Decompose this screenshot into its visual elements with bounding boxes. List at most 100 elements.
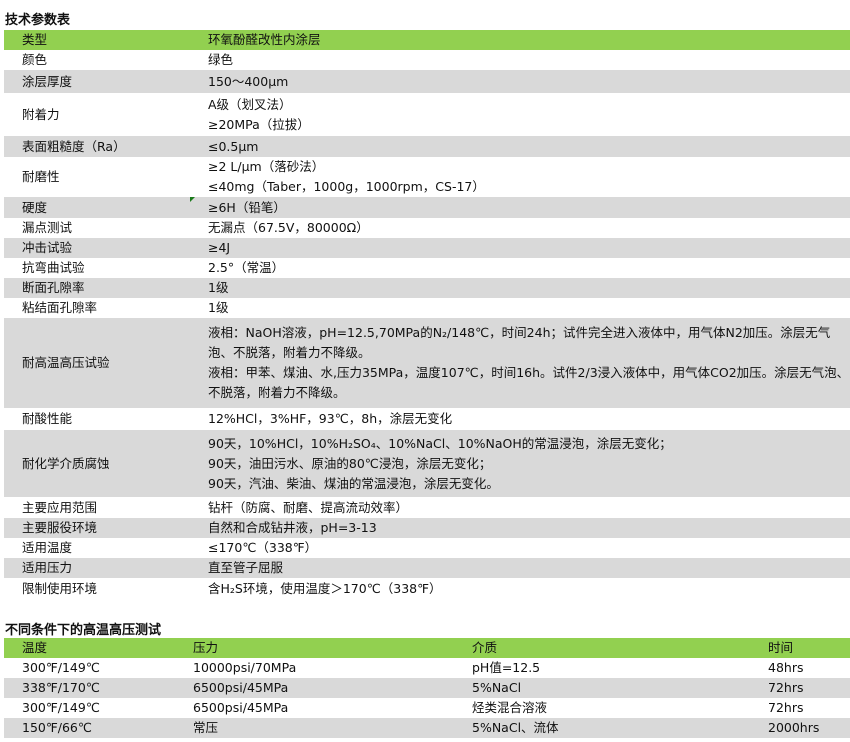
table-row: 限制使用环境 含H₂S环境，使用温度＞170℃（338℉） (4, 578, 850, 599)
param-value: ≥6H（铅笔） (208, 197, 850, 218)
param-value: ≤170℃（338℉） (208, 538, 850, 558)
param-value: 90天，10%HCl，10%H₂SO₄、10%NaCl、10%NaOH的常温浸泡… (208, 430, 850, 497)
table-row: 粘结面孔隙率 1级 (4, 298, 850, 318)
table-row: 主要应用范围 钻杆（防腐、耐磨、提高流动效率） (4, 497, 850, 518)
table-cell: 6500psi/45MPa (193, 698, 472, 718)
table-header-row: 类型 环氧酚醛改性内涂层 (4, 30, 850, 50)
param-label: 适用压力 (4, 558, 208, 578)
table-row: 耐酸性能 12%HCl，3%HF，93℃，8h，涂层无变化 (4, 408, 850, 430)
table-row: 抗弯曲试验 2.5°（常温） (4, 258, 850, 278)
param-label: 主要服役环境 (4, 518, 208, 538)
param-value: 自然和合成钻井液，pH=3-13 (208, 518, 850, 538)
table-row: 颜色 绿色 (4, 50, 850, 70)
value-line: ≤170℃（338℉） (208, 540, 318, 555)
value-line: 150～400μm (208, 73, 289, 89)
param-value: ≤0.5μm (208, 136, 850, 157)
table-header-row: 温度 压力 介质 时间 (4, 638, 850, 658)
value-line: ≤0.5μm (208, 138, 259, 154)
param-label: 硬度 (4, 197, 208, 218)
header-cell: 介质 (472, 638, 768, 658)
table-row: 耐高温高压试验 液相：NaOH溶液，pH=12.5,70MPa的N₂/148℃，时… (4, 318, 850, 408)
table-row: 硬度 ≥6H（铅笔） (4, 197, 850, 218)
value-line: 含H₂S环境，使用温度＞170℃（338℉） (208, 580, 442, 596)
value-line: 1级 (208, 280, 229, 295)
table-cell: pH值=12.5 (472, 658, 768, 678)
table-cell: 48hrs (768, 658, 850, 678)
param-label: 断面孔隙率 (4, 278, 208, 298)
table-cell: 6500psi/45MPa (193, 678, 472, 698)
table-cell: 150℉/66℃ (4, 718, 193, 738)
value-line: 绿色 (208, 52, 234, 67)
value-line: ≤40mg（Taber，1000g，1000rpm，CS-17） (208, 179, 485, 194)
value-line: 90天，汽油、柴油、煤油的常温浸泡，涂层无变化。 (208, 475, 499, 491)
table-cell: 300℉/149℃ (4, 698, 193, 718)
table-cell: 72hrs (768, 698, 850, 718)
table-cell: 300℉/149℃ (4, 658, 193, 678)
table-cell: 5%NaCl (472, 678, 768, 698)
table-cell: 烃类混合溶液 (472, 698, 768, 718)
value-line: 自然和合成钻井液，pH=3-13 (208, 520, 377, 535)
table-cell: 72hrs (768, 678, 850, 698)
value-line: 无漏点（67.5V，80000Ω） (208, 220, 369, 235)
table-row: 涂层厚度 150～400μm (4, 70, 850, 93)
header-cell: 类型 (4, 30, 208, 50)
param-value: 钻杆（防腐、耐磨、提高流动效率） (208, 497, 850, 518)
param-value: 2.5°（常温） (208, 258, 850, 278)
param-value: 直至管子屈服 (208, 558, 850, 578)
value-line: A级（划叉法） (208, 96, 292, 112)
header-cell: 压力 (193, 638, 472, 658)
param-label: 涂层厚度 (4, 70, 208, 93)
header-cell: 环氧酚醛改性内涂层 (208, 30, 850, 50)
value-line: 液相：NaOH溶液，pH=12.5,70MPa的N₂/148℃，时间24h；试件… (208, 325, 831, 360)
param-label: 耐酸性能 (4, 408, 208, 430)
table-cell: 338℉/170℃ (4, 678, 193, 698)
param-value: ≥2 L/μm（落砂法） ≤40mg（Taber，1000g，1000rpm，CS… (208, 157, 850, 197)
value-line: ≥4J (208, 240, 231, 255)
table-row: 耐磨性 ≥2 L/μm（落砂法） ≤40mg（Taber，1000g，1000rpm… (4, 157, 850, 197)
value-line: 90天，10%HCl，10%H₂SO₄、10%NaCl、10%NaOH的常温浸泡… (208, 435, 672, 451)
table-row: 断面孔隙率 1级 (4, 278, 850, 298)
table-row: 适用温度 ≤170℃（338℉） (4, 538, 850, 558)
table-row: 表面粗糙度（Ra） ≤0.5μm (4, 136, 850, 157)
value-line: 液相：甲苯、煤油、水,压力35MPa，温度107℃，时间16h。试件2/3浸入液… (208, 365, 850, 400)
table-cell: 2000hrs (768, 718, 850, 738)
param-value: 无漏点（67.5V，80000Ω） (208, 218, 850, 238)
param-value: 150～400μm (208, 70, 850, 93)
table-row: 漏点测试 无漏点（67.5V，80000Ω） (4, 218, 850, 238)
table-row: 冲击试验 ≥4J (4, 238, 850, 258)
value-line: ≥20MPa（拉拔） (208, 116, 310, 132)
param-label: 颜色 (4, 50, 208, 70)
param-value: 1级 (208, 278, 850, 298)
table-row: 300℉/149℃ 10000psi/70MPa pH值=12.5 48hrs (4, 658, 850, 678)
table-cell: 10000psi/70MPa (193, 658, 472, 678)
value-line: 12%HCl，3%HF，93℃，8h，涂层无变化 (208, 411, 453, 426)
param-label: 耐化学介质腐蚀 (4, 430, 208, 497)
param-label: 粘结面孔隙率 (4, 298, 208, 318)
param-value: 1级 (208, 298, 850, 318)
table-row: 300℉/149℃ 6500psi/45MPa 烃类混合溶液 72hrs (4, 698, 850, 718)
param-label: 抗弯曲试验 (4, 258, 208, 278)
table-cell: 5%NaCl、流体 (472, 718, 768, 738)
params-table: 类型 环氧酚醛改性内涂层 颜色 绿色 涂层厚度 150～400μm 附着力 A级（划叉法） ≥2… (4, 30, 850, 599)
param-label: 表面粗糙度（Ra） (4, 136, 208, 157)
hpht-table: 温度 压力 介质 时间 300℉/149℃ 10000psi/70MPa pH值=12.5 4… (4, 638, 850, 738)
value-line: ≥6H（铅笔） (208, 199, 286, 215)
param-value: 液相：NaOH溶液，pH=12.5,70MPa的N₂/148℃，时间24h；试件… (208, 318, 850, 408)
value-line: 2.5°（常温） (208, 260, 285, 275)
param-value: ≥4J (208, 238, 850, 258)
value-line: 1级 (208, 300, 229, 315)
table-row: 耐化学介质腐蚀 90天，10%HCl，10%H₂SO₄、10%NaCl、10%Na… (4, 430, 850, 497)
param-label: 耐磨性 (4, 157, 208, 197)
param-label: 适用温度 (4, 538, 208, 558)
param-label: 漏点测试 (4, 218, 208, 238)
cell-comment-marker (190, 197, 195, 202)
value-line: 钻杆（防腐、耐磨、提高流动效率） (208, 499, 409, 515)
param-label: 耐高温高压试验 (4, 318, 208, 408)
table-row: 附着力 A级（划叉法） ≥20MPa（拉拔） (4, 93, 850, 136)
table-row: 主要服役环境 自然和合成钻井液，pH=3-13 (4, 518, 850, 538)
table-row: 适用压力 直至管子屈服 (4, 558, 850, 578)
section-title-hpht: 不同条件下的高温高压测试 (5, 623, 162, 638)
header-cell: 时间 (768, 638, 850, 658)
param-value: 绿色 (208, 50, 850, 70)
param-value: 含H₂S环境，使用温度＞170℃（338℉） (208, 578, 850, 599)
